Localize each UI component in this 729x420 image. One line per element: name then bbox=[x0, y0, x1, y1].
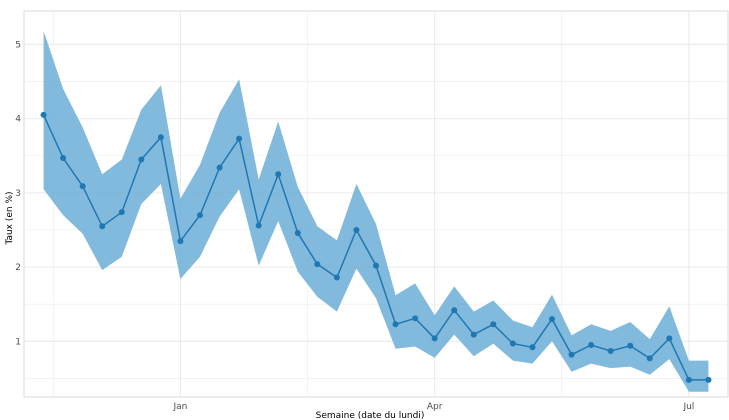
data-point bbox=[373, 262, 379, 269]
data-point bbox=[40, 111, 47, 118]
data-point bbox=[333, 274, 340, 281]
confidence-band-area bbox=[43, 31, 709, 392]
data-point bbox=[118, 209, 125, 216]
data-point bbox=[236, 135, 243, 142]
data-point bbox=[255, 222, 262, 229]
data-point bbox=[666, 335, 673, 342]
data-point bbox=[568, 351, 575, 358]
data-point bbox=[470, 331, 477, 338]
data-point bbox=[451, 307, 458, 314]
data-point bbox=[392, 321, 399, 328]
data-point bbox=[294, 229, 301, 236]
data-point bbox=[607, 347, 614, 354]
x-axis-ticks: Jan Apr Jul bbox=[173, 402, 695, 412]
x-tick-label: Apr bbox=[427, 402, 443, 412]
data-point bbox=[705, 376, 712, 383]
y-tick-label: 5 bbox=[15, 40, 21, 50]
x-tick-label: Jul bbox=[682, 402, 694, 412]
data-point bbox=[353, 226, 360, 233]
data-point bbox=[588, 342, 595, 349]
data-point bbox=[314, 261, 321, 268]
data-point bbox=[157, 134, 164, 141]
y-tick-label: 4 bbox=[15, 115, 21, 125]
y-axis-title: Taux (en %) bbox=[5, 191, 15, 245]
x-tick-label: Jan bbox=[173, 402, 188, 412]
x-axis-title: Semaine (date du lundi) bbox=[316, 411, 425, 420]
y-tick-label: 2 bbox=[15, 263, 21, 273]
data-point bbox=[549, 316, 555, 323]
data-point bbox=[60, 154, 67, 161]
data-point bbox=[509, 340, 516, 347]
series-points bbox=[40, 111, 712, 383]
data-point bbox=[412, 315, 419, 322]
data-point bbox=[177, 238, 184, 245]
data-point bbox=[79, 183, 86, 190]
data-point bbox=[490, 321, 497, 328]
y-tick-label: 1 bbox=[15, 337, 21, 347]
confidence-band bbox=[43, 31, 709, 392]
data-point bbox=[99, 223, 106, 230]
data-point bbox=[197, 212, 203, 219]
data-point bbox=[529, 344, 536, 351]
data-point bbox=[685, 376, 692, 383]
data-point bbox=[216, 164, 223, 171]
data-point bbox=[646, 355, 653, 362]
y-axis-ticks: 1 2 3 4 5 bbox=[15, 40, 21, 347]
data-point bbox=[431, 335, 438, 342]
data-point bbox=[138, 156, 145, 163]
data-point bbox=[275, 171, 282, 178]
data-point bbox=[627, 342, 634, 349]
y-tick-label: 3 bbox=[15, 189, 21, 199]
